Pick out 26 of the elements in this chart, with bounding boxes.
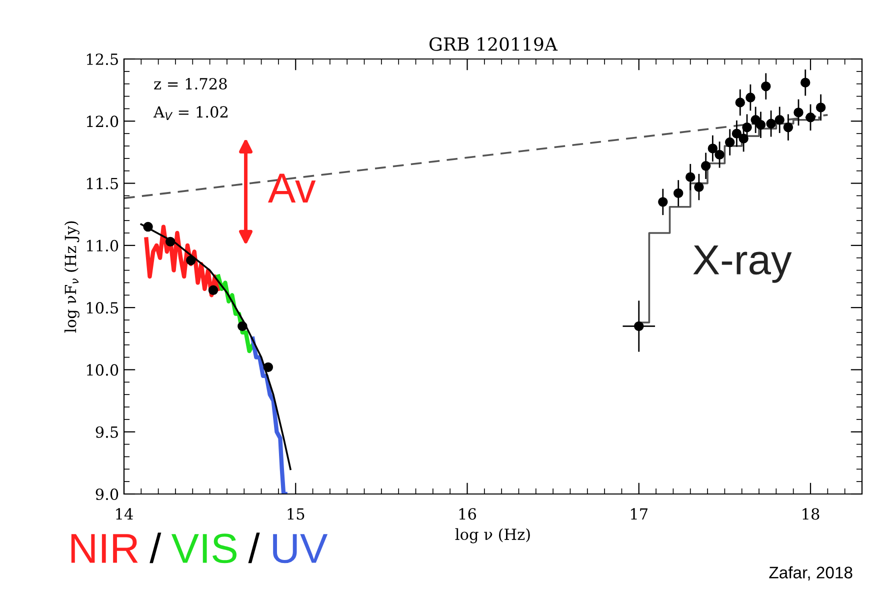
annotation: z = 1.728 — [154, 78, 227, 90]
text: Zafar, 2018 — [769, 566, 852, 580]
x-tick-label: 15 — [288, 508, 304, 520]
y-tick-label: 9.5 — [96, 426, 118, 438]
x-tick-label: 16 — [459, 508, 476, 520]
annotation: A$_{V}$ = 1.02 — [153, 106, 228, 120]
y-tick-label: 10.0 — [86, 364, 118, 376]
y-tick-label: 11.0 — [86, 240, 118, 252]
text: NIR — [71, 534, 138, 563]
chart-title: GRB 120119A — [430, 37, 558, 51]
annotation: Av — [268, 174, 316, 202]
x-tick-label: 14 — [116, 508, 133, 520]
y-tick-label: 10.5 — [86, 302, 118, 314]
y-tick-label: 12.5 — [86, 53, 118, 66]
y-tick-label: 12.0 — [86, 116, 118, 128]
annotation: X-ray — [693, 246, 792, 283]
x-axis-title: log ν (Hz) — [455, 528, 530, 544]
series-label: UV — [273, 534, 328, 564]
y-axis-title: log νF$_{ν}$ (Hz Jy) — [64, 221, 80, 333]
y-tick-label: 11.5 — [86, 178, 118, 190]
text: / — [150, 532, 162, 564]
x-tick-label: 18 — [802, 508, 820, 520]
text: / — [248, 532, 260, 564]
x-tick-label: 17 — [631, 508, 648, 520]
text: VIS — [171, 534, 236, 564]
y-tick-label: 9.0 — [96, 488, 118, 500]
